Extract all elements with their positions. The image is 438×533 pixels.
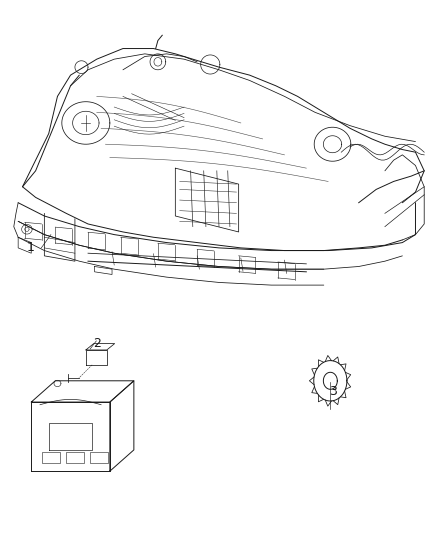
Text: 1: 1 <box>26 241 34 254</box>
Bar <box>66 451 84 463</box>
Bar <box>42 451 60 463</box>
Text: 3: 3 <box>328 385 336 398</box>
Text: 2: 2 <box>93 337 101 350</box>
Bar <box>90 451 108 463</box>
